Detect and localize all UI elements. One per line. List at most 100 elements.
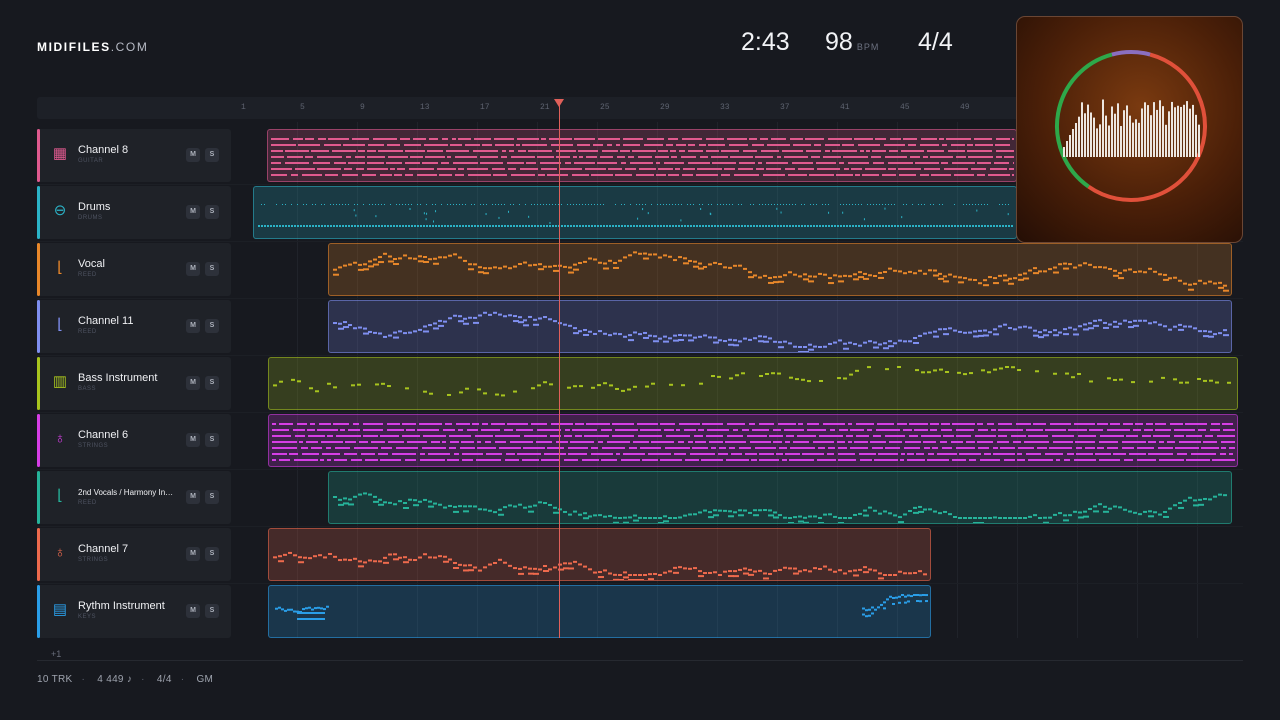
track-name: Channel 6 bbox=[78, 429, 129, 441]
spectrum-bar bbox=[1138, 122, 1140, 157]
brand-logo: MIDIFILES.COM bbox=[37, 40, 148, 54]
midi-clip[interactable] bbox=[253, 186, 1017, 239]
midi-clip[interactable] bbox=[268, 528, 931, 581]
note-pattern bbox=[333, 311, 1229, 352]
spectrum-bar bbox=[1189, 108, 1191, 157]
midi-clip[interactable] bbox=[328, 471, 1232, 524]
solo-button[interactable]: S bbox=[205, 376, 219, 390]
grid-line bbox=[597, 122, 598, 638]
solo-button[interactable]: S bbox=[205, 319, 219, 333]
grid-line bbox=[357, 122, 358, 638]
mute-button[interactable]: M bbox=[186, 604, 200, 618]
spectrum-bar bbox=[1156, 109, 1158, 157]
spectrum-bar bbox=[1105, 115, 1107, 157]
spectrum-bar bbox=[1081, 102, 1083, 157]
grid-line bbox=[777, 122, 778, 638]
track-color-bar bbox=[37, 471, 40, 524]
midi-clip[interactable] bbox=[328, 243, 1232, 296]
spectrum-bar bbox=[1159, 100, 1161, 157]
note-pattern bbox=[271, 138, 1014, 176]
violin-icon: ♁ bbox=[54, 430, 66, 447]
ruler-tick: 25 bbox=[600, 103, 610, 112]
spectrum-bar bbox=[1078, 116, 1080, 157]
midi-clip[interactable] bbox=[268, 414, 1238, 467]
midi-clip[interactable] bbox=[267, 129, 1017, 182]
mute-button[interactable]: M bbox=[186, 148, 200, 162]
mute-button[interactable]: M bbox=[186, 262, 200, 276]
solo-button[interactable]: S bbox=[205, 205, 219, 219]
solo-button[interactable]: S bbox=[205, 262, 219, 276]
footer-divider bbox=[37, 660, 1243, 661]
ruler-tick: 29 bbox=[660, 103, 670, 112]
track-header[interactable]: ⌊ 2nd Vocals / Harmony Ins... REED M S bbox=[37, 471, 231, 524]
ruler-tick: 21 bbox=[540, 103, 550, 112]
midi-clip[interactable] bbox=[268, 585, 931, 638]
track-name: Bass Instrument bbox=[78, 372, 158, 384]
playhead[interactable] bbox=[559, 104, 560, 638]
spectrum-bar bbox=[1084, 113, 1086, 157]
grid-line bbox=[417, 122, 418, 638]
track-name: Channel 7 bbox=[78, 543, 129, 555]
mute-button[interactable]: M bbox=[186, 433, 200, 447]
lane-divider bbox=[37, 412, 1243, 413]
mute-button[interactable]: M bbox=[186, 376, 200, 390]
solo-button[interactable]: S bbox=[205, 490, 219, 504]
spectrum-bar bbox=[1090, 112, 1092, 157]
solo-button[interactable]: S bbox=[205, 547, 219, 561]
ruler-tick: 5 bbox=[300, 103, 305, 112]
solo-button[interactable]: S bbox=[205, 604, 219, 618]
spectrum-bar bbox=[1123, 110, 1125, 157]
spectrum-bar bbox=[1072, 129, 1074, 157]
ruler-tick: 41 bbox=[840, 103, 850, 112]
ruler-tick: 33 bbox=[720, 103, 730, 112]
ruler-tick: 13 bbox=[420, 103, 430, 112]
track-header[interactable]: ▤ Rythm Instrument KEYS M S bbox=[37, 585, 231, 638]
track-color-bar bbox=[37, 357, 40, 410]
mute-button[interactable]: M bbox=[186, 490, 200, 504]
track-header[interactable]: ▥ Bass Instrument BASS M S bbox=[37, 357, 231, 410]
track-color-bar bbox=[37, 300, 40, 353]
track-count: 10 TRK bbox=[37, 674, 73, 685]
spectrum-bar bbox=[1093, 117, 1095, 157]
timeline-ruler[interactable]: 1 5 9 13 17 21 25 29 33 37 41 45 49 bbox=[37, 97, 1243, 119]
lane-divider bbox=[37, 526, 1243, 527]
track-header[interactable]: ♁ Channel 7 STRINGS M S bbox=[37, 528, 231, 581]
track-type: REED bbox=[78, 329, 97, 335]
bpm-display: 98 BPM bbox=[825, 28, 879, 57]
reed-icon: ⌊ bbox=[57, 259, 63, 276]
grid-line bbox=[537, 122, 538, 638]
spectrum-bar bbox=[1180, 106, 1182, 157]
lane-divider bbox=[37, 355, 1243, 356]
track-header[interactable]: ▦ Channel 8 GUITAR M S bbox=[37, 129, 231, 182]
track-color-bar bbox=[37, 186, 40, 239]
mute-button[interactable]: M bbox=[186, 547, 200, 561]
grid-line bbox=[957, 122, 958, 638]
time-signature-display: 4/4 bbox=[918, 28, 953, 56]
note-pattern bbox=[333, 492, 1227, 523]
ruler-tick: 37 bbox=[780, 103, 790, 112]
keys-icon: ▤ bbox=[52, 601, 68, 618]
spectrum-bar bbox=[1135, 119, 1137, 157]
mute-button[interactable]: M bbox=[186, 205, 200, 219]
lane-divider bbox=[37, 583, 1243, 584]
track-color-bar bbox=[37, 585, 40, 638]
track-color-bar bbox=[37, 129, 40, 182]
track-type: DRUMS bbox=[78, 215, 103, 221]
spectrum-bar bbox=[1177, 105, 1179, 157]
track-header[interactable]: ⊖ Drums DRUMS M S bbox=[37, 186, 231, 239]
more-tracks-indicator[interactable]: +1 bbox=[51, 649, 62, 659]
ruler-tick: 9 bbox=[360, 103, 365, 112]
track-header[interactable]: ⌊ Channel 11 REED M S bbox=[37, 300, 231, 353]
spectrum-bar bbox=[1132, 122, 1134, 157]
solo-button[interactable]: S bbox=[205, 433, 219, 447]
solo-button[interactable]: S bbox=[205, 148, 219, 162]
playhead-handle[interactable] bbox=[554, 99, 564, 107]
track-header[interactable]: ♁ Channel 6 STRINGS M S bbox=[37, 414, 231, 467]
spectrum-bar bbox=[1129, 115, 1131, 157]
spectrum-bar bbox=[1066, 141, 1068, 157]
midi-clip[interactable] bbox=[328, 300, 1232, 353]
mute-button[interactable]: M bbox=[186, 319, 200, 333]
note-pattern bbox=[272, 423, 1235, 461]
midi-clip[interactable] bbox=[268, 357, 1238, 410]
track-header[interactable]: ⌊ Vocal REED M S bbox=[37, 243, 231, 296]
